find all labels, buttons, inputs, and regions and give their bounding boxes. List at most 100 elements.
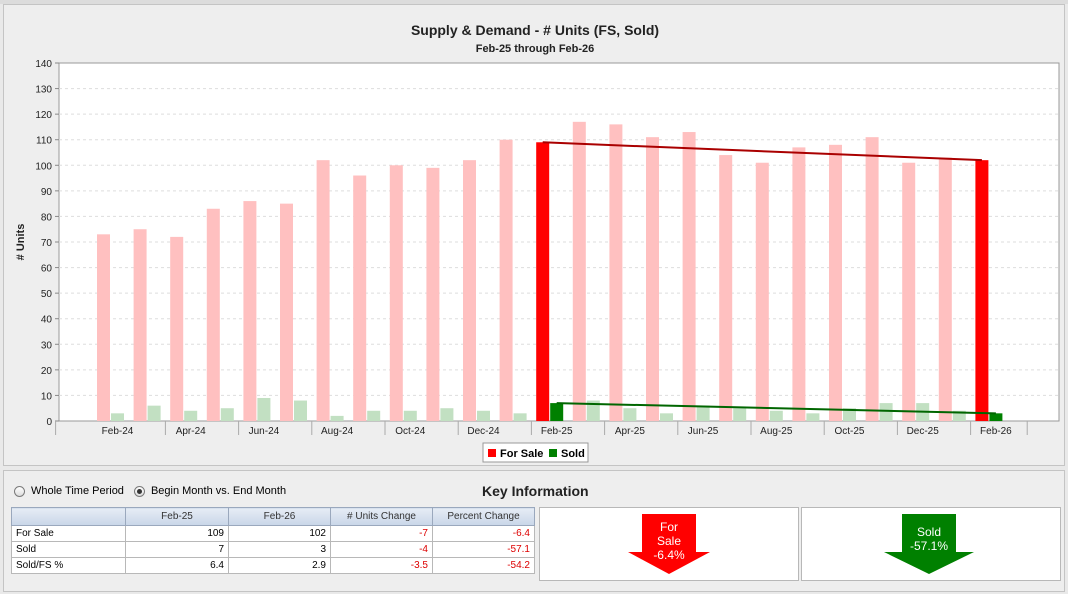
bar-for-sale-aug-24 bbox=[316, 160, 330, 421]
trend-lines bbox=[542, 141, 996, 415]
y-tick-label: 30 bbox=[41, 340, 53, 351]
bar-sold-aug-25 bbox=[769, 410, 783, 421]
bar-for-sale-sep-25 bbox=[792, 147, 806, 421]
y-tick-label: 10 bbox=[41, 391, 53, 402]
bar-sold-dec-24 bbox=[477, 410, 490, 421]
bar-for-sale-may-25 bbox=[646, 137, 659, 421]
legend-label-sold: Sold bbox=[561, 448, 585, 460]
trend-line-sold bbox=[556, 402, 996, 415]
bar-sold-aug-24 bbox=[330, 415, 344, 421]
x-tick-label: Dec-25 bbox=[907, 426, 940, 437]
header-units-change: # Units Change bbox=[330, 507, 433, 526]
bar-for-sale-apr-24 bbox=[170, 236, 184, 421]
y-tick-label: 140 bbox=[35, 59, 52, 70]
y-tick-label: 40 bbox=[41, 315, 53, 326]
bar-sold-oct-25 bbox=[843, 408, 856, 421]
table-row: Sold/FS % 6.4 2.9 -3.5 -54.2 bbox=[11, 557, 535, 574]
x-tick-label: Aug-24 bbox=[321, 426, 354, 437]
table-header-row: Feb-25 Feb-26 # Units Change Percent Cha… bbox=[11, 507, 535, 526]
chart-panel: Supply & Demand - # Units (FS, Sold) Feb… bbox=[3, 4, 1065, 466]
bar-sold-nov-25 bbox=[879, 403, 893, 421]
for-sale-arrow-shape bbox=[628, 514, 710, 574]
y-tick-label: 120 bbox=[35, 110, 52, 121]
radio-whole-time-period[interactable]: Whole Time Period bbox=[14, 485, 124, 497]
sold-arrow-box: Sold -57.1% bbox=[801, 507, 1061, 581]
y-tick-label: 0 bbox=[46, 417, 52, 428]
bar-sold-oct-24 bbox=[403, 410, 417, 421]
y-tick-label: 60 bbox=[41, 264, 53, 275]
trend-line-for-sale bbox=[542, 141, 982, 162]
key-information-title: Key Information bbox=[482, 483, 589, 499]
x-tick-label: Apr-24 bbox=[176, 426, 206, 437]
sold-down-arrow-icon: Sold -57.1% bbox=[884, 514, 974, 574]
bar-for-sale-dec-24 bbox=[463, 160, 476, 421]
row-pct: -54.2 bbox=[432, 557, 535, 574]
sold-arrow-shape bbox=[884, 514, 974, 574]
x-tick-label: Feb-25 bbox=[541, 426, 573, 437]
bar-sold-feb-26 bbox=[989, 413, 1003, 421]
radio-begin-vs-end[interactable]: Begin Month vs. End Month bbox=[133, 485, 287, 497]
for-sale-arrow-line1: For bbox=[660, 520, 678, 534]
bar-for-sale-may-24 bbox=[206, 208, 220, 421]
radio-label-begin-end[interactable]: Begin Month vs. End Month bbox=[150, 485, 287, 497]
key-information-panel: Whole Time Period Begin Month vs. End Mo… bbox=[3, 470, 1065, 592]
row-start: 7 bbox=[125, 541, 229, 558]
grid-lines bbox=[59, 88, 1059, 396]
x-tick-label: Feb-26 bbox=[980, 426, 1012, 437]
sold-arrow-line1: Sold bbox=[917, 525, 941, 539]
period-radio-group: Whole Time Period Begin Month vs. End Mo… bbox=[14, 485, 296, 497]
row-label: Sold/FS % bbox=[11, 557, 126, 574]
x-tick-label: Aug-25 bbox=[760, 426, 793, 437]
bar-sold-jan-25 bbox=[513, 413, 527, 421]
bars bbox=[97, 121, 1003, 422]
row-label: For Sale bbox=[11, 525, 126, 542]
y-tick-label: 130 bbox=[35, 85, 52, 96]
radio-label-whole[interactable]: Whole Time Period bbox=[31, 485, 124, 497]
key-information-table: Feb-25 Feb-26 # Units Change Percent Cha… bbox=[11, 507, 535, 574]
y-axis-label: # Units bbox=[15, 224, 27, 261]
y-tick-label: 90 bbox=[41, 187, 53, 198]
radio-circle-begin-end[interactable] bbox=[133, 485, 145, 497]
for-sale-arrow-box: For Sale -6.4% bbox=[539, 507, 799, 581]
bar-for-sale-apr-25 bbox=[609, 124, 623, 421]
row-end: 2.9 bbox=[228, 557, 331, 574]
row-pct: -57.1 bbox=[432, 541, 535, 558]
bar-for-sale-jun-25 bbox=[682, 132, 696, 421]
row-change: -4 bbox=[330, 541, 433, 558]
x-tick-label: Jun-25 bbox=[688, 426, 719, 437]
bar-for-sale-jul-24 bbox=[280, 203, 293, 421]
bar-for-sale-mar-25 bbox=[572, 121, 586, 422]
bar-for-sale-jun-24 bbox=[243, 201, 257, 421]
y-tick-label: 110 bbox=[36, 136, 52, 147]
supply-demand-chart: Supply & Demand - # Units (FS, Sold) Feb… bbox=[15, 22, 1060, 463]
legend-swatch-for-sale bbox=[488, 449, 496, 457]
bar-sold-nov-24 bbox=[440, 408, 454, 421]
y-tick-label: 70 bbox=[41, 238, 53, 249]
bar-sold-jan-26 bbox=[952, 410, 966, 421]
bar-for-sale-oct-25 bbox=[829, 144, 842, 422]
row-start: 6.4 bbox=[125, 557, 229, 574]
x-tick-label: Dec-24 bbox=[467, 426, 500, 437]
chart-title: Supply & Demand - # Units (FS, Sold) bbox=[411, 22, 659, 38]
bar-for-sale-aug-25 bbox=[755, 162, 769, 421]
bar-sold-mar-24 bbox=[147, 405, 161, 421]
sold-arrow-line2: -57.1% bbox=[910, 539, 948, 553]
bar-for-sale-dec-25 bbox=[902, 162, 916, 421]
bar-sold-jul-24 bbox=[294, 400, 307, 421]
bar-for-sale-sep-24 bbox=[353, 175, 367, 421]
header-blank bbox=[11, 507, 126, 526]
bar-for-sale-feb-24 bbox=[97, 234, 110, 421]
chart-subtitle: Feb-25 through Feb-26 bbox=[476, 43, 595, 55]
row-end: 3 bbox=[228, 541, 331, 558]
row-end: 102 bbox=[228, 525, 331, 542]
for-sale-arrow-line2: Sale bbox=[657, 534, 681, 548]
row-change: -7 bbox=[330, 525, 433, 542]
radio-circle-whole[interactable] bbox=[14, 485, 25, 497]
bar-for-sale-nov-24 bbox=[426, 167, 440, 421]
bar-sold-may-24 bbox=[220, 408, 234, 421]
bar-sold-jun-24 bbox=[257, 397, 271, 421]
header-start: Feb-25 bbox=[125, 507, 229, 526]
top-strip bbox=[0, 0, 1068, 4]
x-tick-label: Oct-25 bbox=[834, 426, 864, 437]
table-row: For Sale 109 102 -7 -6.4 bbox=[11, 525, 535, 542]
